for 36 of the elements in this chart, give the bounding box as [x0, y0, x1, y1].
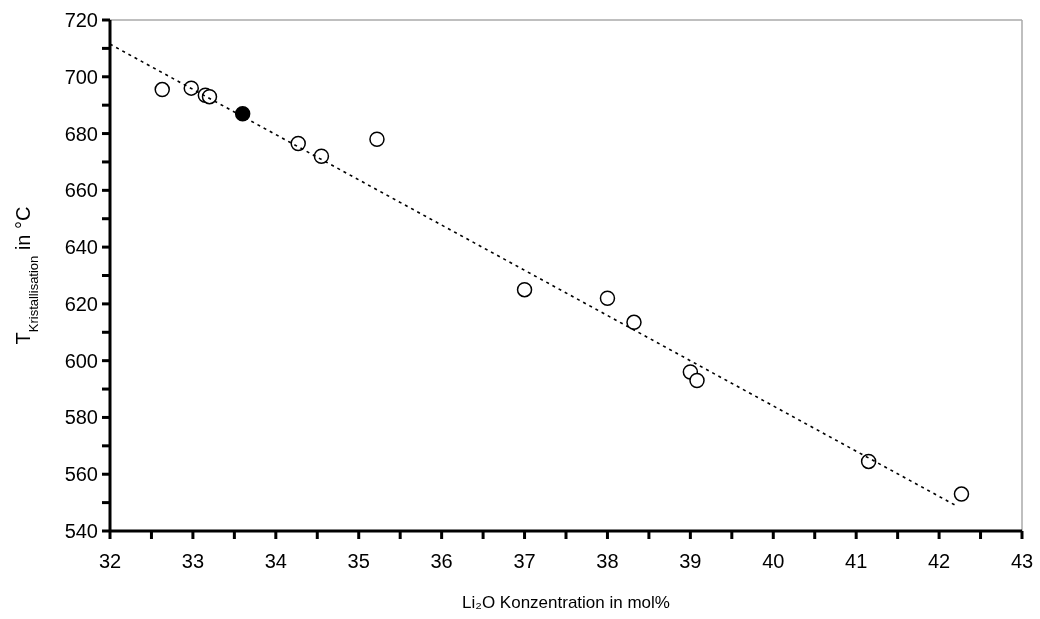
y-tick-label: 700	[64, 65, 98, 88]
point	[626, 314, 642, 331]
x-tick-label: 40	[762, 550, 785, 572]
x-axis-title: Li₂O Konzentration in mol%	[462, 593, 670, 612]
y-tick-label: 660	[64, 179, 98, 202]
x-tick-label: 34	[264, 550, 287, 572]
x-tick-label: 38	[596, 550, 619, 572]
y-tick-label: 680	[64, 122, 98, 145]
x-tick-label: 37	[513, 550, 536, 572]
x-tick-label: 41	[845, 550, 868, 572]
point	[234, 105, 251, 122]
x-tick-label: 32	[98, 550, 122, 572]
point	[369, 131, 385, 147]
point	[599, 290, 616, 306]
y-tick-label: 560	[64, 463, 98, 486]
x-tick-label: 42	[927, 550, 951, 572]
y-tick-label: 580	[64, 406, 98, 429]
x-tick-label: 39	[679, 550, 702, 572]
point	[516, 281, 533, 298]
x-tick-label: 33	[181, 550, 205, 572]
point	[154, 81, 170, 98]
point	[290, 135, 306, 152]
x-tick-label: 35	[347, 550, 370, 572]
point	[183, 80, 199, 96]
y-tick-label: 540	[64, 520, 98, 542]
x-tick-label: 43	[1010, 550, 1034, 572]
y-tick-label: 600	[64, 349, 98, 372]
point	[860, 453, 877, 470]
y-tick-label: 640	[64, 236, 98, 259]
y-tick-label: 620	[64, 292, 98, 315]
point	[201, 88, 218, 105]
point	[313, 148, 330, 165]
point	[689, 372, 705, 389]
y-tick-label: 720	[64, 9, 98, 31]
x-tick-label: 36	[430, 550, 453, 572]
point	[953, 486, 970, 502]
